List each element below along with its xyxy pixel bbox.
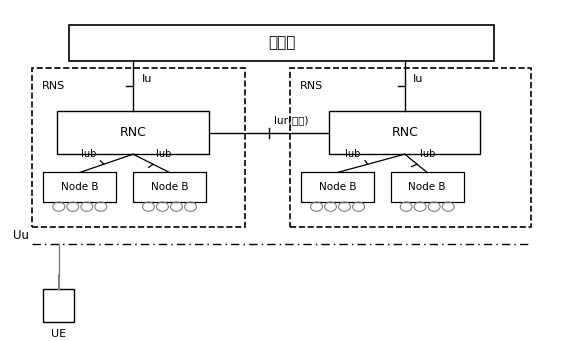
Text: Iur(可选): Iur(可选) [275, 115, 309, 125]
Bar [57, 111, 209, 154]
Text: Node B: Node B [408, 182, 446, 192]
Bar [43, 289, 74, 322]
Text: Node B: Node B [61, 182, 99, 192]
Text: RNS: RNS [300, 81, 323, 91]
Text: Node B: Node B [151, 182, 188, 192]
Text: Iub: Iub [82, 149, 97, 159]
Bar [32, 68, 245, 227]
Text: Iu: Iu [413, 74, 423, 85]
Bar [69, 25, 494, 61]
Bar [43, 173, 116, 202]
Text: Iub: Iub [156, 149, 171, 159]
Text: Iub: Iub [345, 149, 361, 159]
Text: Iu: Iu [141, 74, 152, 85]
Text: UE: UE [51, 329, 66, 339]
Bar [290, 68, 531, 227]
Text: RNC: RNC [119, 126, 146, 139]
Text: RNC: RNC [391, 126, 418, 139]
Bar [301, 173, 374, 202]
Bar [133, 173, 206, 202]
Text: 核心网: 核心网 [268, 35, 295, 50]
Bar [329, 111, 480, 154]
Bar [391, 173, 463, 202]
Text: Uu: Uu [12, 229, 29, 242]
Text: RNS: RNS [42, 81, 65, 91]
Text: Node B: Node B [319, 182, 356, 192]
Text: Iub: Iub [420, 149, 435, 159]
